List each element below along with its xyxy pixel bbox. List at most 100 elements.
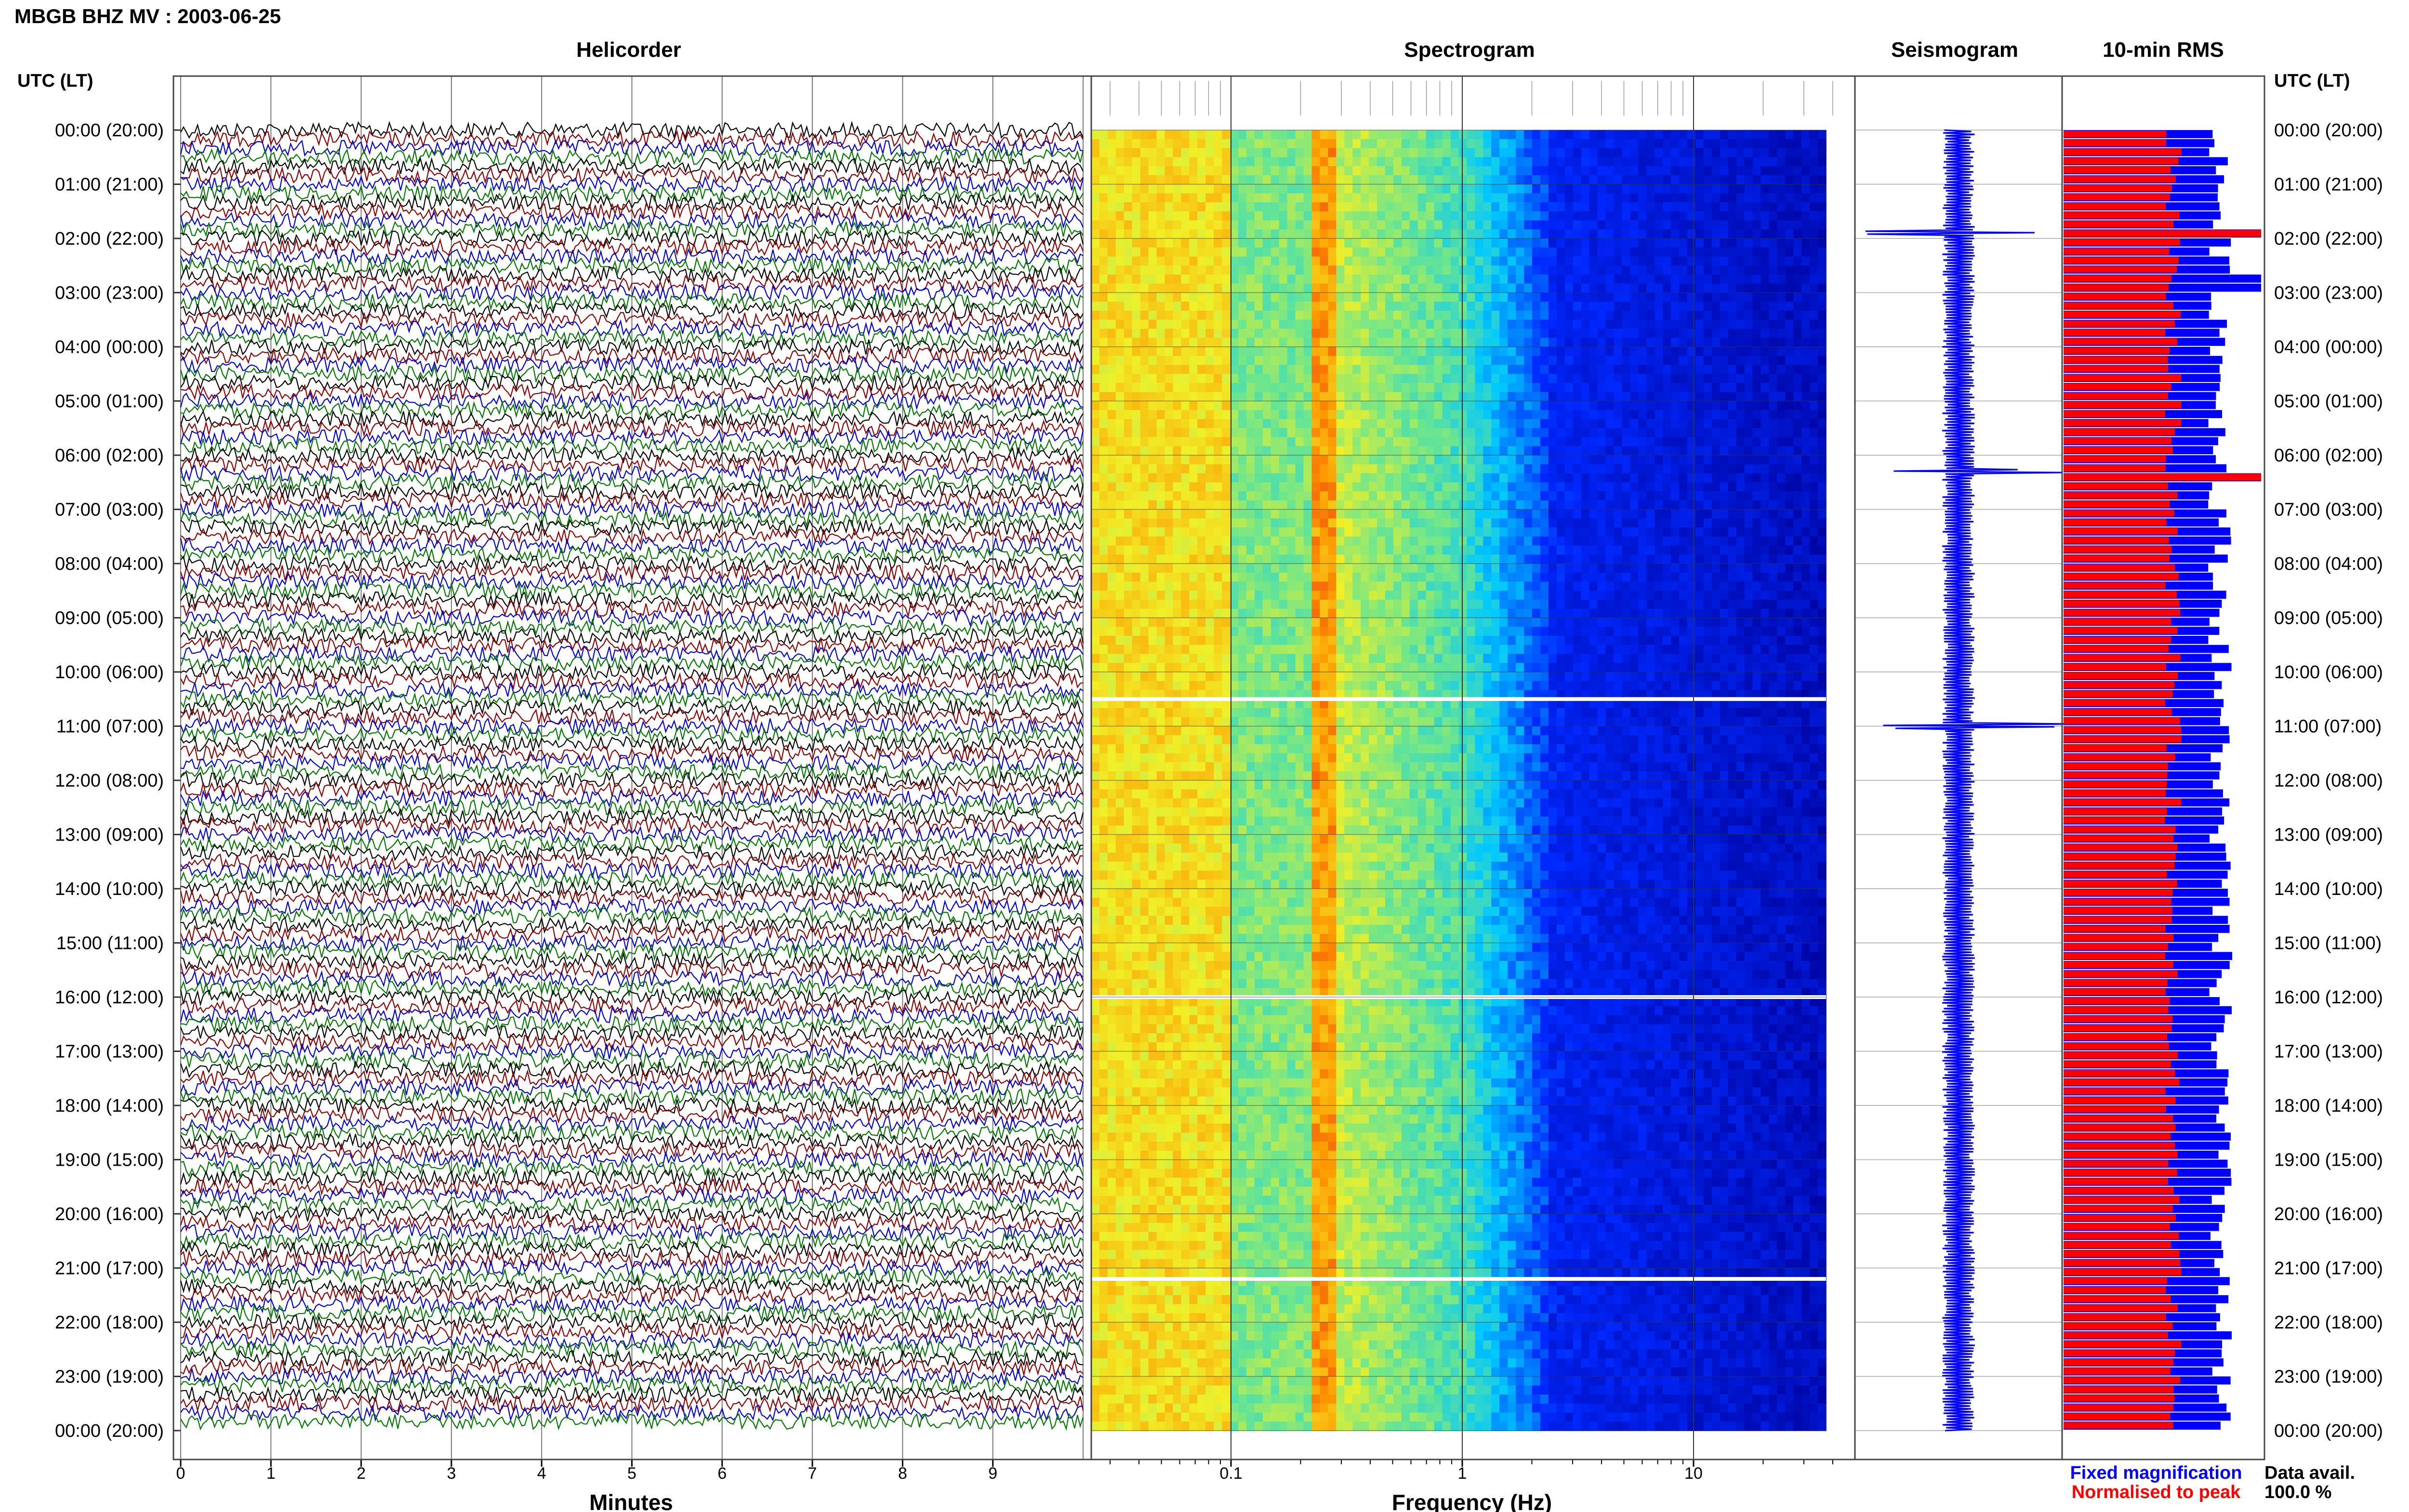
spectrogram-cell	[1720, 211, 1729, 221]
spectrogram-cell	[1663, 410, 1671, 420]
spectrogram-cell	[1132, 482, 1141, 492]
spectrogram-cell	[1483, 139, 1492, 149]
spectrogram-cell	[1254, 491, 1263, 501]
spectrogram-cell	[1548, 311, 1557, 320]
spectrogram-cell	[1148, 311, 1157, 320]
spectrogram-cell	[1189, 238, 1198, 248]
spectrogram-cell	[1630, 518, 1639, 528]
spectrogram-cell	[1344, 374, 1353, 383]
spectrogram-cell	[1524, 473, 1533, 483]
spectrogram-cell	[1810, 518, 1818, 528]
spectrogram-cell	[1467, 437, 1476, 447]
spectrogram-cell	[1801, 428, 1810, 438]
spectrogram-cell	[1230, 319, 1239, 329]
spectrogram-cell	[1760, 428, 1770, 438]
spectrogram-cell	[1156, 319, 1165, 329]
spectrogram-cell	[1663, 311, 1671, 320]
spectrogram-cell	[1475, 545, 1484, 555]
spectrogram-cell	[1785, 419, 1794, 429]
helicorder-trace	[180, 698, 1084, 717]
spectrogram-cell	[1271, 572, 1280, 582]
spectrogram-cell	[1597, 311, 1606, 320]
spectrogram-cell	[1205, 319, 1214, 329]
spectrogram-cell	[1744, 202, 1753, 212]
spectrogram-cell	[1361, 275, 1369, 284]
spectrogram-cell	[1556, 184, 1565, 194]
spectrogram-cell	[1793, 473, 1802, 483]
spectrogram-cell	[1646, 229, 1655, 239]
spectrogram-cell	[1695, 428, 1704, 438]
spectrogram-cell	[1173, 482, 1182, 492]
spectrogram-cell	[1262, 238, 1271, 248]
spectrogram-cell	[1205, 355, 1214, 366]
spectrogram-cell	[1622, 283, 1631, 293]
spectrogram-cell	[1189, 130, 1198, 140]
spectrogram-cell	[1361, 130, 1369, 140]
spectrogram-cell	[1679, 275, 1688, 284]
spectrogram-cell	[1548, 365, 1557, 375]
spectrogram-cell	[1173, 202, 1182, 212]
spectrogram-cell	[1769, 536, 1778, 546]
spectrogram-cell	[1409, 157, 1418, 167]
spectrogram-cell	[1736, 302, 1745, 311]
spectrogram-cell	[1442, 319, 1451, 329]
spectrogram-cell	[1475, 247, 1484, 257]
spectrogram-cell	[1214, 329, 1222, 339]
spectrogram-cell	[1189, 338, 1198, 347]
spectrogram-cell	[1499, 473, 1508, 483]
spectrogram-cell	[1605, 545, 1615, 555]
spectrogram-cell	[1638, 292, 1647, 302]
spectrogram-cell	[1540, 292, 1549, 302]
spectrogram-cell	[1605, 292, 1615, 302]
spectrogram-cell	[1369, 446, 1377, 456]
spectrogram-cell	[1230, 564, 1239, 573]
spectrogram-cell	[1581, 600, 1590, 609]
spectrogram-cell	[1777, 311, 1786, 320]
spectrogram-cell	[1646, 392, 1655, 402]
spectrogram-cell	[1336, 518, 1345, 528]
spectrogram-cell	[1630, 157, 1639, 167]
spectrogram-cell	[1230, 491, 1239, 501]
spectrogram-cell	[1271, 464, 1280, 474]
spectrogram-cell	[1165, 500, 1174, 510]
spectrogram-cell	[1752, 347, 1761, 356]
spectrogram-cell	[1099, 256, 1108, 266]
spectrogram-cell	[1197, 509, 1206, 519]
spectrogram-cell	[1311, 591, 1321, 600]
spectrogram-cell	[1401, 419, 1410, 429]
spectrogram-cell	[1222, 437, 1231, 447]
spectrogram-cell	[1622, 302, 1631, 311]
spectrogram-cell	[1401, 428, 1410, 438]
helicorder-trace	[180, 446, 1084, 465]
spectrogram-cell	[1467, 347, 1476, 356]
spectrogram-cell	[1238, 482, 1247, 492]
spectrogram-cell	[1540, 591, 1549, 600]
spectrogram-cell	[1344, 365, 1353, 375]
spectrogram-cell	[1295, 564, 1304, 573]
spectrogram-cell	[1434, 247, 1443, 257]
spectrogram-cell	[1720, 202, 1729, 212]
spectrogram-cell	[1646, 247, 1655, 257]
spectrogram-cell	[1205, 157, 1214, 167]
spectrogram-cell	[1156, 564, 1165, 573]
spectrogram-cell	[1352, 564, 1361, 573]
spectrogram-cell	[1352, 437, 1361, 447]
spectrogram-cell	[1760, 464, 1770, 474]
spectrogram-cell	[1810, 166, 1818, 176]
spectrogram-cell	[1548, 392, 1557, 402]
spectrogram-cell	[1769, 166, 1778, 176]
spectrogram-cell	[1467, 410, 1476, 420]
spectrogram-cell	[1115, 383, 1125, 393]
spectrogram-cell	[1197, 184, 1206, 194]
spectrogram-cell	[1450, 311, 1459, 320]
spectrogram-cell	[1295, 247, 1304, 257]
spectrogram-cell	[1655, 130, 1663, 140]
helicorder-trace	[180, 563, 1084, 582]
spectrogram-cell	[1417, 473, 1427, 483]
spectrogram-cell	[1401, 329, 1410, 339]
spectrogram-cell	[1352, 608, 1361, 618]
spectrogram-cell	[1711, 175, 1721, 185]
spectrogram-cell	[1581, 139, 1590, 149]
spectrogram-cell	[1736, 193, 1745, 203]
